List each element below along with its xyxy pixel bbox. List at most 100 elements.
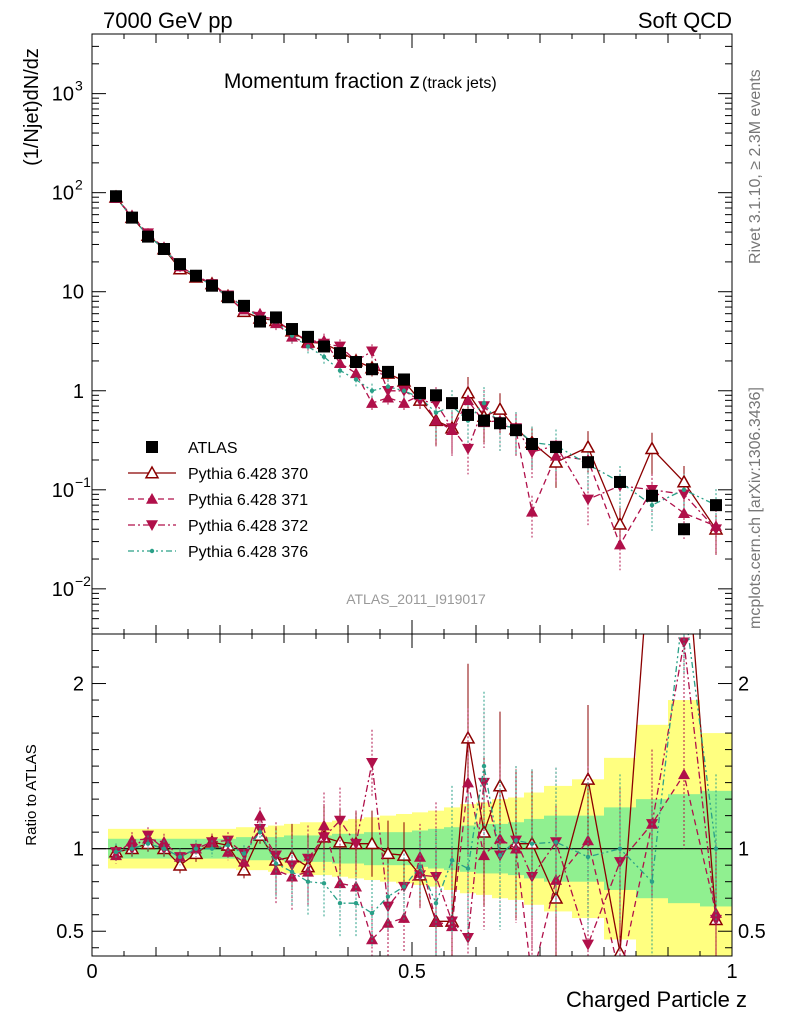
ratio-point — [209, 846, 215, 851]
ratio-point — [582, 939, 594, 951]
atlas-data-point — [526, 438, 538, 451]
ratio-point — [529, 841, 535, 846]
ratio-point — [241, 851, 247, 856]
data-point — [492, 401, 508, 415]
atlas-data-point — [446, 397, 458, 410]
ratio-point — [172, 857, 188, 871]
ratio-y-tick-label: 2 — [73, 674, 84, 696]
ratio-point — [513, 838, 519, 843]
atlas-data-point — [350, 356, 362, 369]
ratio-point — [225, 843, 231, 848]
atlas-data-point — [174, 258, 186, 271]
data-point — [580, 439, 596, 453]
data-point — [649, 502, 655, 508]
data-point — [548, 454, 564, 468]
atlas-data-point — [366, 363, 378, 376]
y-tick-label-exponent: 3 — [75, 78, 83, 94]
ratio-point — [465, 866, 471, 871]
ratio-point — [321, 881, 327, 886]
ratio-point — [401, 884, 407, 889]
y-tick-label-exponent: −1 — [75, 474, 91, 490]
atlas-data-point — [510, 424, 522, 437]
atlas-data-point — [206, 279, 218, 292]
ratio-point — [526, 973, 538, 984]
atlas-data-point — [646, 489, 658, 502]
ratio-point — [193, 846, 199, 851]
atlas-data-point — [302, 330, 314, 343]
ratio-point — [585, 854, 591, 860]
atlas-data-point — [382, 365, 394, 378]
ratio-point — [678, 768, 690, 780]
data-point — [526, 447, 538, 459]
ratio-point — [145, 841, 151, 846]
ratio-y-tick-label: 1 — [73, 839, 84, 861]
ratio-point — [481, 763, 487, 769]
atlas-data-point — [110, 190, 122, 203]
ratio-point — [366, 758, 378, 769]
y-tick-label: 10 — [52, 183, 74, 205]
atlas-data-point — [414, 386, 426, 399]
ratio-plot-area — [92, 634, 732, 984]
x-tick-label: 0 — [86, 961, 97, 983]
atlas-data-point — [614, 475, 626, 488]
data-point — [337, 368, 343, 373]
ratio-point — [257, 829, 263, 835]
atlas-data-point — [222, 291, 234, 304]
data-point — [366, 397, 378, 408]
legend-label: Pythia 6.428 371 — [188, 492, 308, 509]
ratio-point — [289, 869, 295, 874]
atlas-data-point — [582, 456, 594, 469]
ratio-point — [614, 970, 626, 981]
atlas-data-point — [430, 389, 442, 402]
y-tick-label: 10 — [62, 282, 84, 304]
legend: ATLAS Pythia 6.428 370 Pythia 6.428 371 Pyt… — [128, 440, 308, 561]
ratio-point — [236, 862, 252, 876]
data-point — [526, 505, 538, 517]
data-point — [676, 474, 692, 488]
ratio-y-axis-label: Ratio to ATLAS — [23, 744, 40, 845]
data-point — [462, 394, 474, 406]
data-point — [678, 507, 690, 519]
data-point — [382, 391, 394, 403]
ratio-point — [382, 901, 394, 913]
ratio-point — [649, 879, 655, 884]
legend-label: Pythia 6.428 372 — [188, 518, 308, 535]
x-tick-label: 0.5 — [398, 961, 426, 983]
ratio-point — [129, 846, 135, 851]
atlas-data-point — [710, 499, 722, 512]
ratio-point — [366, 933, 378, 945]
ratio-y-tick-label-right: 2 — [738, 674, 749, 696]
ratio-point — [497, 853, 503, 858]
ratio-point — [161, 846, 167, 851]
atlas-data-point — [678, 523, 690, 536]
data-point — [481, 400, 487, 406]
data-point — [385, 384, 391, 389]
data-point — [305, 344, 311, 349]
ratio-point — [177, 854, 183, 860]
ratio-point — [222, 835, 234, 847]
atlas-data-point — [270, 311, 282, 324]
main-plot-area — [108, 189, 724, 571]
main-y-axis-label: (1/Njet)dN/dz — [21, 48, 43, 166]
atlas-data-point — [398, 373, 410, 386]
ratio-point — [273, 861, 279, 866]
ratio-point — [462, 776, 474, 788]
analysis-id: ATLAS_2011_I919017 — [346, 591, 486, 607]
ratio-point — [113, 849, 119, 855]
legend-marker — [146, 520, 158, 531]
legend-marker — [146, 493, 158, 504]
ratio-y-tick-label: 0.5 — [56, 921, 84, 943]
ratio-point — [550, 874, 562, 885]
atlas-data-point — [142, 230, 154, 243]
data-point — [334, 341, 346, 353]
atlas-data-point — [550, 441, 562, 454]
ratio-point — [478, 849, 490, 861]
y-tick-label: 10 — [52, 579, 74, 601]
ratio-point — [334, 815, 346, 827]
data-point — [678, 489, 690, 501]
ratio-point — [553, 839, 559, 845]
header-left: 7000 GeV pp — [103, 8, 233, 33]
data-point — [334, 357, 346, 368]
